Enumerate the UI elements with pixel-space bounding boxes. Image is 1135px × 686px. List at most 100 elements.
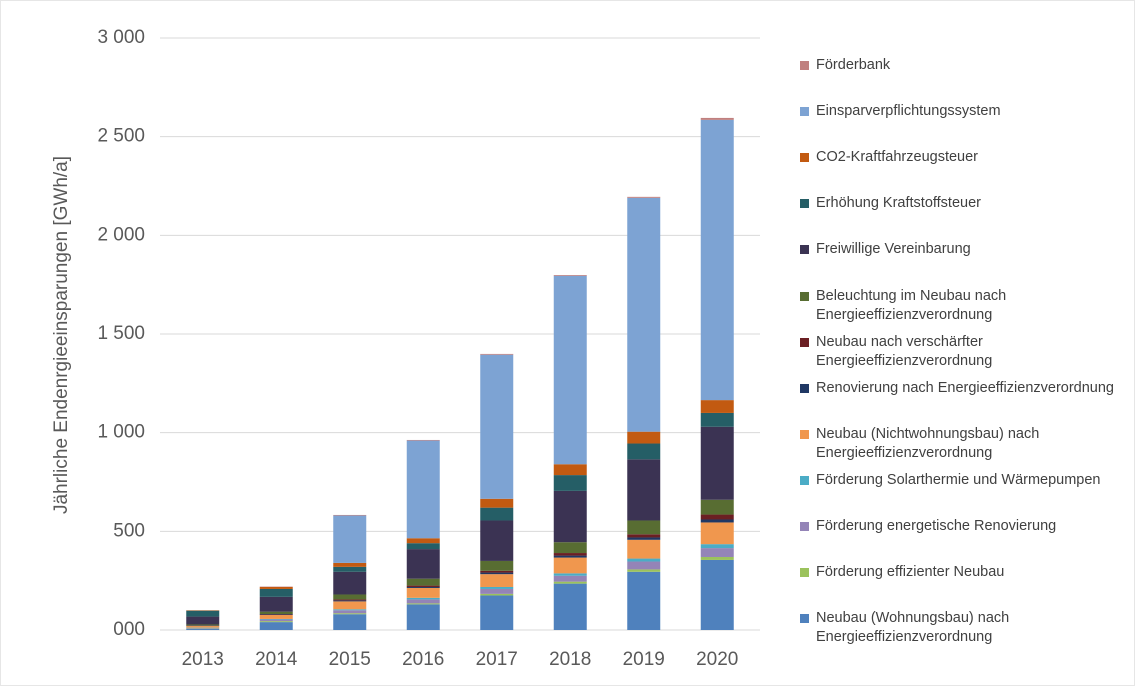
y-tick-label: 1 500 (97, 323, 145, 344)
bar-segment (259, 614, 293, 616)
bar-segment (480, 586, 514, 589)
bar-segment (480, 354, 514, 499)
legend-label: Förderbank (816, 57, 891, 73)
bar-segment (627, 569, 661, 572)
bar-segment (553, 490, 587, 543)
bar-segment (406, 440, 440, 539)
y-axis-label: Jährliche Endenrgieeinsparungen [GWh/a] (51, 156, 72, 514)
bar-segment (553, 573, 587, 576)
legend-item: Neubau (Wohnungsbau) nach Energieeffizie… (800, 609, 1130, 647)
legend-swatch (800, 568, 809, 578)
legend-label: Neubau nach verschärfter Energieeffizien… (816, 333, 993, 369)
legend-item: Förderung effizienter Neubau (800, 563, 1130, 582)
bar-segment (333, 599, 367, 601)
bar-segment (700, 559, 734, 630)
bar-segment (259, 588, 293, 597)
bar-segment (259, 622, 293, 630)
bar-segment (700, 412, 734, 427)
legend-label: Beleuchtung im Neubau nach Energieeffizi… (816, 287, 1007, 323)
bar-segment (627, 539, 661, 559)
bar-segment (333, 594, 367, 600)
bar-segment (333, 571, 367, 595)
bar-segment (259, 621, 293, 623)
y-tick-label: 500 (113, 520, 145, 541)
bar-segment (406, 586, 440, 588)
legend-item: CO2-Kraftfahrzeugsteuer (800, 148, 1130, 167)
legend-item: Einsparverpflichtungssystem (800, 102, 1130, 121)
bar-segment (553, 275, 587, 465)
x-tick-label: 2019 (623, 649, 665, 670)
legend-label: CO2-Kraftfahrzeugsteuer (816, 149, 978, 166)
x-tick-label: 2020 (696, 649, 738, 670)
bar-segment (406, 604, 440, 630)
legend-item: Erhöhung Kraftstoffsteuer (800, 194, 1130, 213)
bar-segment (406, 543, 440, 550)
x-tick-label: 2017 (476, 649, 518, 670)
bar-segment (627, 571, 661, 630)
bar-segment (700, 544, 734, 549)
bar-segment (333, 601, 367, 610)
legend-swatch (800, 337, 809, 347)
x-tick-label: 2015 (329, 649, 371, 670)
bar-segment (333, 609, 367, 611)
bar-segment (700, 499, 734, 515)
bar-segment (259, 618, 293, 620)
bar-segment (186, 626, 220, 628)
bar-segment (480, 498, 514, 508)
legend-swatch (800, 291, 809, 301)
bar-segment (406, 599, 440, 604)
bar-segment (627, 561, 661, 570)
bar-segment (480, 572, 514, 575)
legend-swatch (800, 245, 809, 255)
legend-label: Förderung effizienter Neubau (816, 564, 1005, 581)
bar-segment (627, 196, 661, 198)
bar-segment (186, 610, 220, 617)
y-tick-label: 2 500 (97, 126, 145, 147)
bar-segment (186, 616, 220, 625)
x-tick-label: 2014 (255, 649, 298, 670)
bar-segment (333, 562, 367, 567)
bar-segment (700, 117, 734, 120)
bar-segment (700, 522, 734, 545)
legend-item: Förderbank (800, 56, 1130, 75)
legend-swatch (800, 107, 809, 117)
bar-segment (553, 555, 587, 558)
y-tick-label: 3 000 (97, 27, 145, 48)
bar-segment (333, 515, 367, 563)
bar-segment (627, 534, 661, 538)
bar-segment (553, 557, 587, 574)
legend-item: Freiwillige Vereinbarung (800, 240, 1130, 259)
bar-segment (406, 549, 440, 579)
legend-swatch (800, 522, 809, 531)
bar-segment (186, 628, 220, 629)
legend-label: Freiwillige Vereinbarung (816, 241, 971, 258)
bar-segment (406, 538, 440, 544)
bar-segment (259, 615, 293, 619)
bar-segment (406, 603, 440, 605)
legend-swatch (800, 199, 809, 209)
legend-label: Einsparverpflichtungssystem (816, 103, 1001, 120)
bar-segment (553, 575, 587, 582)
y-tick-label: 1 000 (97, 422, 145, 443)
bar-segment (553, 553, 587, 556)
bar-segment (700, 556, 734, 560)
bar-segment (406, 578, 440, 586)
bar-segment (700, 119, 734, 401)
legend-swatch (800, 383, 809, 393)
bar-segment (406, 587, 440, 598)
bar-segment (406, 597, 440, 600)
bar-segment (553, 475, 587, 491)
bar-segment (480, 593, 514, 596)
bar-segment (480, 588, 514, 594)
legend-label: Renovierung nach Energieeffizienzverordn… (816, 379, 1114, 396)
bar-segment (700, 400, 734, 413)
bar-segment (480, 520, 514, 561)
bar-segment (259, 611, 293, 615)
x-tick-label: 2013 (182, 649, 224, 670)
legend-label: Neubau (Wohnungsbau) nach Energieeffizie… (816, 610, 1010, 646)
bar-segment (186, 624, 220, 626)
bar-segment (627, 459, 661, 521)
y-tick-label: 2 000 (97, 224, 145, 245)
